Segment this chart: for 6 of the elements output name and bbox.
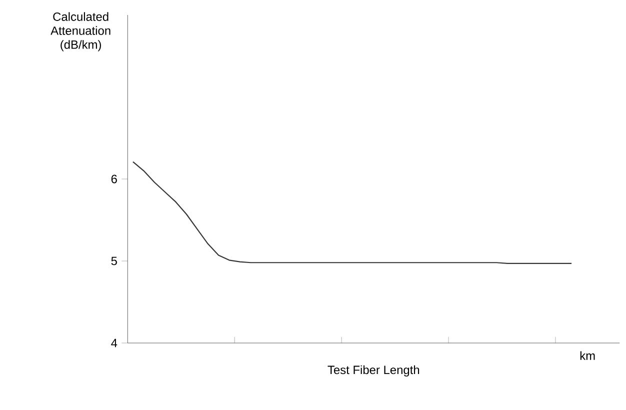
x-axis-title: Test Fiber Length (328, 365, 420, 376)
y-tick-label: 4 (111, 338, 118, 348)
text: km (580, 351, 595, 360)
y-axis-title: Calculated Attenuation (dB/km) (50, 12, 110, 52)
y-tick-label: 6 (111, 174, 117, 184)
y-tick-label: 5 (111, 256, 117, 266)
